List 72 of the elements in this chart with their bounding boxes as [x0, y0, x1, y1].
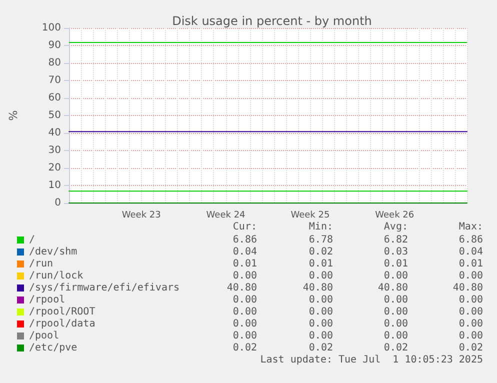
- text: 40.80: [378, 282, 408, 294]
- x-tick-label: Week 26: [375, 210, 414, 220]
- y-tick-label: 80: [48, 58, 61, 68]
- y-tick-label: 40: [48, 128, 61, 138]
- text: 6.82: [384, 234, 408, 246]
- text: 40.80: [452, 282, 483, 294]
- legend-label: /rpool/data: [29, 318, 96, 330]
- y-tick-label: 100: [42, 22, 61, 34]
- text: 0.00: [458, 318, 483, 330]
- text: 0.00: [384, 318, 408, 330]
- legend-label: /dev/shm: [29, 246, 78, 258]
- text: 0.00: [232, 306, 257, 318]
- text: 0.02: [384, 342, 408, 354]
- legend-label: /etc/pve: [29, 342, 78, 354]
- y-tick-label: 90: [48, 40, 61, 51]
- text: Min:: [308, 222, 333, 232]
- y-tick-label: 60: [48, 92, 61, 104]
- x-tick-label: Week 25: [290, 210, 330, 220]
- text: 0.00: [232, 330, 257, 342]
- text: 0.01: [458, 258, 483, 270]
- text: 6.86: [458, 234, 483, 246]
- text: 0.01: [232, 258, 257, 270]
- text: 0.00: [458, 270, 483, 282]
- y-tick-label: 20: [48, 162, 61, 174]
- y-tick-label: 0: [54, 198, 61, 208]
- text: 0.00: [308, 330, 333, 342]
- text: Avg:: [384, 222, 408, 232]
- text: 0.00: [458, 294, 483, 306]
- text: 0.00: [308, 270, 333, 282]
- text: 0.04: [458, 246, 483, 258]
- x-tick-label: Week 24: [206, 210, 246, 220]
- text: 0.01: [308, 258, 333, 270]
- legend-label: /rpool/ROOT: [29, 306, 96, 318]
- text: 0.00: [232, 294, 257, 306]
- text: Max:: [458, 222, 483, 232]
- text: 0.00: [384, 330, 408, 342]
- text: 6.86: [232, 234, 257, 246]
- text: 0.01: [384, 258, 408, 270]
- text: 0.00: [458, 330, 483, 342]
- y-tick-label: 70: [48, 75, 61, 86]
- text: 0.00: [384, 294, 408, 306]
- y-tick-label: 30: [48, 145, 61, 156]
- chart-title: Disk usage in percent - by month: [172, 14, 372, 28]
- legend-label: /: [29, 234, 36, 246]
- text: 0.00: [308, 294, 333, 306]
- text: Cur:: [232, 222, 257, 232]
- text: 0.00: [384, 270, 408, 282]
- legend-label: /rpool: [29, 294, 66, 306]
- y-tick-label: 50: [48, 110, 61, 121]
- x-tick-label: Week 23: [122, 210, 161, 220]
- text: Last update: Tue Jul 1 10:05:23 2025: [260, 354, 483, 366]
- legend-label: /pool: [29, 330, 60, 342]
- text: 0.04: [232, 246, 257, 258]
- text: 0.02: [232, 342, 257, 354]
- text: 0.00: [308, 306, 333, 318]
- y-axis-title: %: [7, 110, 20, 121]
- y-tick-label: 10: [48, 180, 61, 191]
- text: 0.00: [384, 306, 408, 318]
- legend-label: /sys/firmware/efi/efivars: [29, 282, 180, 294]
- text: 0.00: [232, 318, 257, 330]
- text: 0.03: [384, 246, 408, 258]
- text: 0.00: [232, 270, 257, 282]
- text: 0.00: [458, 306, 483, 318]
- text: 6.78: [308, 234, 333, 246]
- legend-label: /run/lock: [29, 270, 84, 282]
- text: 0.02: [308, 342, 333, 354]
- text: 40.80: [226, 282, 257, 294]
- text: 0.02: [308, 246, 333, 258]
- legend-label: /run: [29, 258, 54, 270]
- text: 40.80: [302, 282, 333, 294]
- text: 0.00: [308, 318, 333, 330]
- text: 0.02: [458, 342, 483, 354]
